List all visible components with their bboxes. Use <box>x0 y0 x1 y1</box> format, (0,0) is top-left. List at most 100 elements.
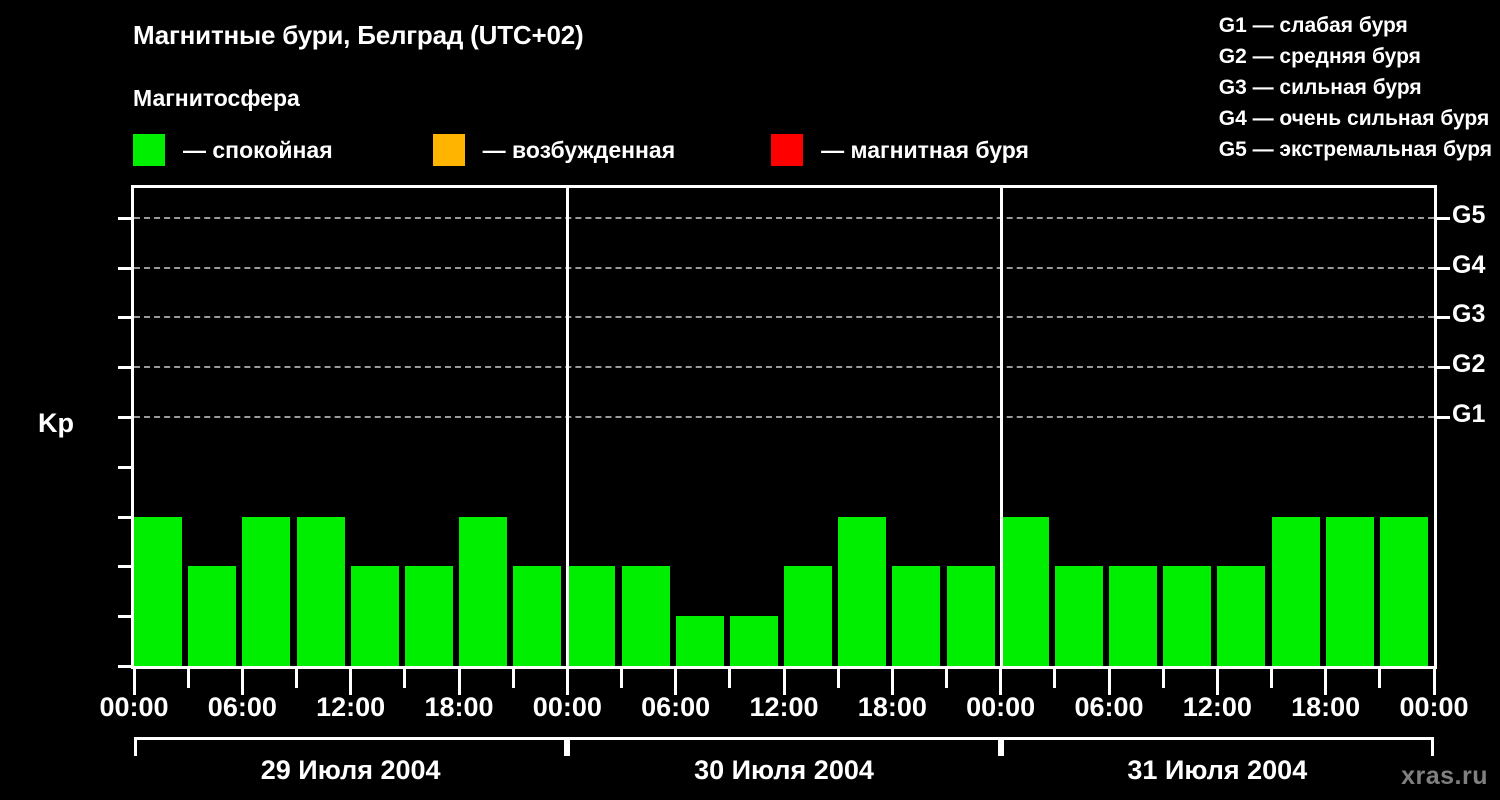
x-axis-tick-major <box>999 669 1003 695</box>
legend-label: — спокойная <box>183 136 333 163</box>
x-axis-tick-major <box>1107 669 1111 695</box>
x-axis-label: 06:00 <box>641 692 711 722</box>
y-axis-tick <box>118 515 131 519</box>
bar <box>621 566 670 666</box>
x-axis-label: 18:00 <box>1291 692 1361 722</box>
watermark: xras.ru <box>1401 762 1488 790</box>
x-axis-label: 00:00 <box>1399 692 1469 722</box>
bar <box>1271 516 1320 666</box>
x-axis-label: 00:00 <box>532 692 602 722</box>
x-axis-tick-major <box>349 669 353 695</box>
x-axis-tick-minor <box>295 669 298 688</box>
date-bracket-line <box>567 737 1001 740</box>
x-axis-tick-minor <box>403 669 407 688</box>
bar-series <box>134 188 1434 666</box>
bar <box>1379 516 1428 666</box>
y-axis-tick <box>118 665 131 668</box>
g-axis-label: G4 <box>1452 250 1486 279</box>
x-axis-tick-minor <box>186 669 190 688</box>
magnetosphere-heading: Магнитосфера <box>133 85 300 111</box>
g-scale-text: — средняя буря <box>1246 45 1421 68</box>
x-axis-label: 06:00 <box>1074 692 1144 722</box>
date-bracket-cap <box>567 737 571 756</box>
x-axis-tick-minor <box>1161 669 1165 688</box>
g-axis-tick <box>1437 266 1450 270</box>
x-axis-tick-major <box>674 669 678 695</box>
date-label: 30 Июля 2004 <box>694 755 874 785</box>
gridline <box>134 366 1434 369</box>
y-axis-tick <box>118 565 131 569</box>
x-axis-tick-minor <box>836 669 840 688</box>
x-axis-tick-major <box>1432 669 1436 695</box>
y-axis-tick <box>118 465 131 469</box>
legend-label: — возбужденная <box>482 136 676 163</box>
g-scale-text: — слабая буря <box>1246 14 1408 37</box>
x-axis-tick-minor <box>1378 669 1382 688</box>
x-axis-tick-major <box>782 669 786 695</box>
page-title: Магнитные бури, Белград (UTC+02) <box>133 20 584 50</box>
g-scale-row: G3 — сильная буря <box>1219 72 1492 103</box>
g-axis-tick <box>1437 316 1450 320</box>
bar <box>784 566 832 666</box>
y-axis-tick <box>118 316 131 320</box>
g-axis-label: G5 <box>1452 200 1486 229</box>
g-scale-text: — экстремальная буря <box>1246 138 1492 161</box>
bar <box>729 616 778 666</box>
g-axis-label: G1 <box>1452 400 1486 429</box>
g-scale-legend: G1 — слабая буря G2 — средняя буря G3 — си… <box>1219 10 1492 165</box>
g-axis-label: G2 <box>1452 350 1486 379</box>
bar <box>946 566 995 666</box>
x-axis-tick-major <box>132 669 136 695</box>
y-axis-tick <box>118 416 131 420</box>
date-label: 31 Июля 2004 <box>1127 755 1308 785</box>
g-scale-text: — очень сильная буря <box>1246 107 1490 130</box>
legend-label: — магнитная буря <box>821 136 1029 163</box>
date-bracket-cap <box>134 737 137 756</box>
bar <box>188 566 237 666</box>
g-scale-row: G1 — слабая буря <box>1219 10 1492 41</box>
bar <box>838 516 887 666</box>
date-bracket-cap <box>1000 737 1004 756</box>
x-axis-label: 18:00 <box>857 692 927 722</box>
legend-entry: — магнитная буря <box>771 134 1029 166</box>
bar <box>1054 566 1103 666</box>
x-axis-tick-minor <box>620 669 623 688</box>
plot-area <box>131 187 1437 666</box>
bar <box>242 516 291 666</box>
x-axis-label: 00:00 <box>99 692 169 722</box>
bar <box>459 516 507 666</box>
red-swatch <box>771 134 804 166</box>
x-axis-tick-minor <box>511 669 515 688</box>
g-scale-row: G2 — средняя буря <box>1219 41 1492 72</box>
x-axis-tick-minor <box>945 669 948 688</box>
g-scale-code: G1 <box>1218 14 1247 37</box>
g-scale-row: G4 — очень сильная буря <box>1219 103 1492 134</box>
x-axis-tick-major <box>1215 669 1219 695</box>
bar <box>350 566 399 666</box>
x-axis-label: 12:00 <box>316 692 386 722</box>
legend-entry: — спокойная <box>133 134 333 166</box>
bar <box>1109 566 1157 666</box>
day-separator <box>999 188 1003 666</box>
x-axis-tick-major <box>565 669 569 695</box>
day-separator <box>566 188 570 666</box>
y-axis-tick <box>118 366 131 370</box>
bar <box>1163 566 1212 666</box>
magnetosphere-legend: — спокойная — возбужденная — магнитная бур… <box>133 133 1029 167</box>
x-axis-label: 12:00 <box>749 692 819 722</box>
g-axis-tick <box>1437 416 1450 420</box>
date-label: 29 Июля 2004 <box>260 755 441 785</box>
bar <box>296 516 345 666</box>
g-scale-code: G3 <box>1218 76 1247 99</box>
g-scale-code: G2 <box>1218 45 1247 68</box>
bar <box>1217 566 1266 666</box>
date-bracket-cap <box>1431 737 1434 756</box>
gridline <box>134 266 1434 269</box>
x-axis-tick-minor <box>728 669 732 688</box>
x-axis-label: 12:00 <box>1182 692 1252 722</box>
g-scale-code: G5 <box>1218 138 1247 161</box>
y-axis-title: Kp <box>38 408 74 438</box>
bar <box>1325 516 1374 666</box>
x-axis-tick-major <box>890 669 894 695</box>
g-scale-row: G5 — экстремальная буря <box>1219 134 1492 165</box>
